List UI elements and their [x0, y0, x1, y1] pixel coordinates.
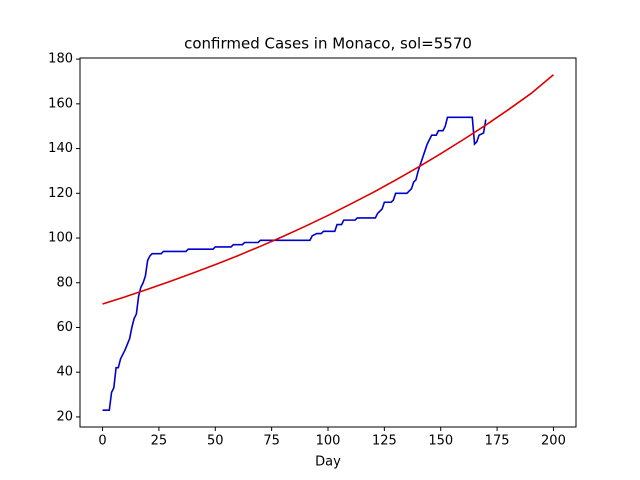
y-tick-label: 60 — [56, 320, 73, 335]
x-tick-label: 175 — [485, 434, 510, 449]
data-line — [102, 74, 554, 305]
x-tick-label: 150 — [428, 434, 453, 449]
y-tick-label: 180 — [48, 52, 73, 67]
x-tick-label: 0 — [98, 434, 106, 449]
x-tick-label: 75 — [263, 434, 280, 449]
x-tick-label: 25 — [151, 434, 168, 449]
chart-title: confirmed Cases in Monaco, sol=5570 — [184, 35, 472, 53]
x-tick-label: 100 — [316, 434, 341, 449]
y-tick-label: 100 — [48, 231, 73, 246]
data-line — [102, 116, 487, 412]
y-tick-label: 120 — [48, 186, 73, 201]
y-tick-label: 40 — [56, 365, 73, 380]
x-axis-label: Day — [315, 455, 341, 470]
y-tick-label: 160 — [48, 96, 73, 111]
y-tick-label: 140 — [48, 141, 73, 156]
x-tick-label: 200 — [541, 434, 566, 449]
y-tick-label: 20 — [56, 409, 73, 424]
x-tick-label: 125 — [372, 434, 397, 449]
x-tick-label: 50 — [207, 434, 224, 449]
y-tick-label: 80 — [56, 275, 73, 290]
plot-frame — [79, 57, 577, 428]
